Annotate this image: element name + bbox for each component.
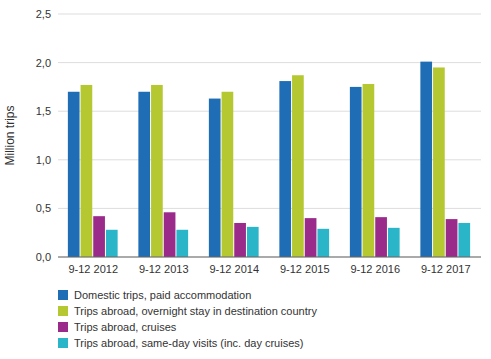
y-tick-label: 2,5 <box>36 8 51 20</box>
bar <box>247 227 259 257</box>
y-tick-label: 0,5 <box>36 202 51 214</box>
bar <box>176 230 188 257</box>
bar <box>106 230 118 257</box>
x-axis-line <box>58 257 481 258</box>
bar <box>234 223 246 257</box>
grid-line <box>58 62 481 63</box>
bar <box>388 228 400 257</box>
grid-line <box>58 208 481 209</box>
y-tick-label: 1,5 <box>36 105 51 117</box>
bar <box>151 85 163 257</box>
bar <box>68 92 80 257</box>
y-tick-label: 0,0 <box>36 251 51 263</box>
legend: Domestic trips, paid accommodation Trips … <box>58 289 317 349</box>
y-axis: 0,0 0,5 1,0 1,5 2,0 2,5 <box>36 8 481 263</box>
bar <box>420 62 432 257</box>
bars <box>68 62 470 257</box>
legend-label: Trips abroad, same-day visits (inc. day … <box>74 337 303 349</box>
x-tick-label: 9-12 2012 <box>68 263 118 275</box>
bar <box>446 219 458 257</box>
legend-label: Trips abroad, overnight stay in destinat… <box>74 305 317 317</box>
bar <box>458 223 470 257</box>
bar <box>81 85 93 257</box>
bar <box>350 87 362 257</box>
x-tick-label: 9-12 2014 <box>209 263 259 275</box>
bar <box>93 216 105 257</box>
bar <box>222 92 234 257</box>
chart: 0,0 0,5 1,0 1,5 2,0 2,5 Million trips 9-12 2012… <box>0 0 491 359</box>
legend-label: Domestic trips, paid accommodation <box>74 289 251 301</box>
bar <box>375 217 387 257</box>
legend-label: Trips abroad, cruises <box>74 321 177 333</box>
x-axis: 9-12 2012 9-12 2013 9-12 2014 9-12 2015 9-12… <box>58 257 481 275</box>
x-tick-label: 9-12 2015 <box>280 263 330 275</box>
y-tick-label: 1,0 <box>36 154 51 166</box>
x-tick-label: 9-12 2017 <box>421 263 471 275</box>
bar <box>292 75 304 257</box>
grid-line <box>58 111 481 112</box>
y-axis-label: Million trips <box>3 105 17 165</box>
x-tick-label: 9-12 2013 <box>139 263 189 275</box>
grid-line <box>58 14 481 15</box>
bar <box>317 229 329 257</box>
legend-swatch <box>58 338 68 348</box>
grid-line <box>58 257 481 258</box>
legend-swatch <box>58 290 68 300</box>
legend-swatch <box>58 306 68 316</box>
bar <box>209 99 221 257</box>
y-tick-label: 2,0 <box>36 57 51 69</box>
bar <box>138 92 150 257</box>
bar <box>305 218 317 257</box>
bar <box>363 84 375 257</box>
bar <box>164 212 176 257</box>
bar <box>279 81 291 257</box>
bar <box>433 67 445 257</box>
x-tick-label: 9-12 2016 <box>350 263 400 275</box>
legend-swatch <box>58 322 68 332</box>
grid-line <box>58 159 481 160</box>
